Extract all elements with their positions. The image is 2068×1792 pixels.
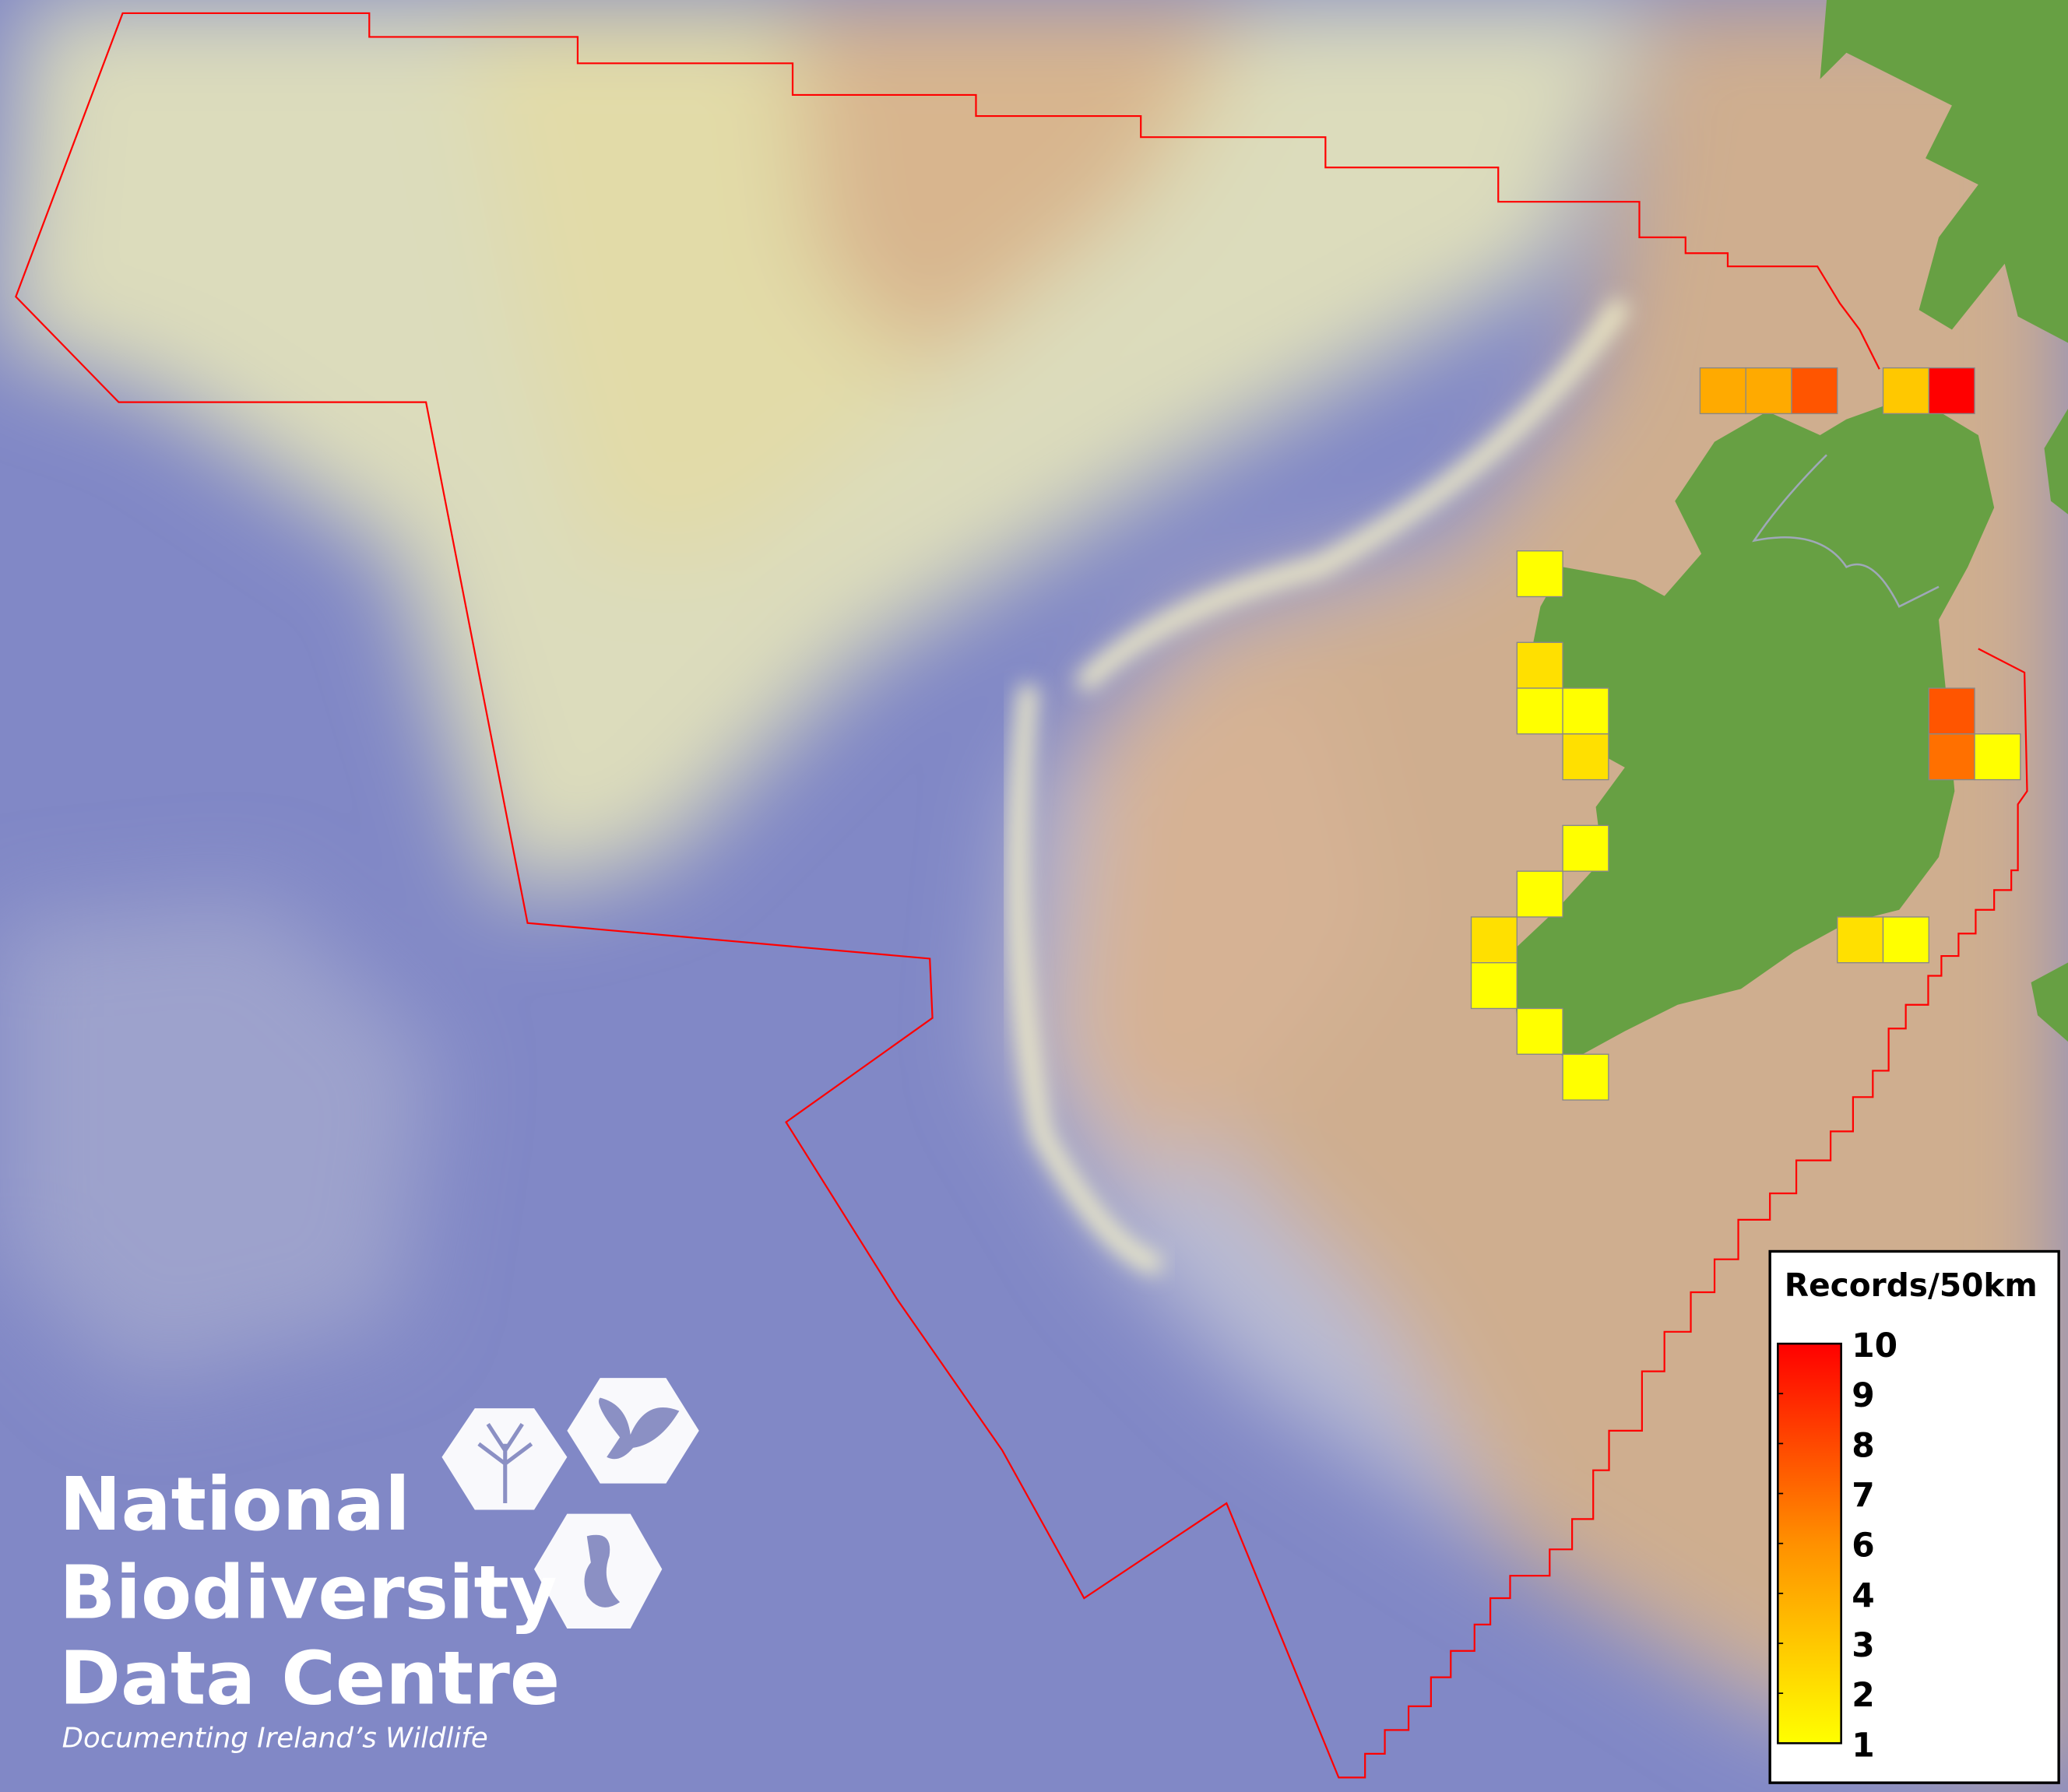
legend-tick-label: 8 — [1852, 1426, 1874, 1464]
tree-icon — [477, 1423, 533, 1504]
grid-cell — [1882, 916, 1929, 964]
grid-cell — [1882, 367, 1929, 415]
butterfly-icon — [599, 1397, 680, 1460]
grid-cell — [1562, 687, 1609, 735]
eez-boundary-line — [15, 12, 2028, 1779]
legend: Records/50km 10 9 8 7 6 4 3 2 1 — [1768, 1249, 2060, 1784]
logo-line-2: Biodiversity — [59, 1550, 557, 1636]
grid-cell — [1516, 641, 1563, 689]
land — [1511, 0, 2068, 1062]
grid-cell — [1470, 962, 1518, 1010]
legend-tick-label: 1 — [1852, 1726, 1874, 1764]
grid-cell — [1470, 916, 1518, 964]
grid-cell — [1562, 1053, 1609, 1101]
grid-cell — [1516, 687, 1563, 735]
grid-cells-layer — [1470, 367, 2021, 1101]
grid-cell — [1699, 367, 1746, 415]
grid-cell — [1928, 687, 1975, 735]
grid-cell — [1837, 916, 1884, 964]
seahorse-icon — [584, 1534, 621, 1608]
legend-tick-label: 9 — [1852, 1376, 1874, 1414]
legend-tick-label: 6 — [1852, 1527, 1874, 1565]
grid-cell — [1516, 870, 1563, 918]
grid-cell — [1562, 733, 1609, 781]
grid-cell — [1516, 1007, 1563, 1055]
ndbc-logo: National Biodiversity Data Centre Docume… — [59, 1378, 699, 1754]
grid-cell — [1516, 550, 1563, 598]
legend-tick-label: 7 — [1852, 1476, 1874, 1514]
legend-tick-label: 2 — [1852, 1676, 1874, 1714]
legend-color-ramp — [1777, 1342, 1842, 1745]
logo-tagline: Documenting Ireland’s Wildlife — [62, 1722, 488, 1754]
logo-line-1: National — [59, 1462, 410, 1548]
ireland-landmass — [1511, 395, 1995, 1062]
legend-tick-label: 4 — [1852, 1576, 1874, 1615]
scotland-landmass — [1820, 0, 2068, 343]
grid-cell — [1562, 824, 1609, 872]
legend-title: Records/50km — [1785, 1267, 2038, 1304]
grid-cell — [1928, 367, 1975, 415]
england-landmass — [2044, 409, 2068, 515]
grid-cell — [1974, 733, 2021, 781]
border-line — [1752, 454, 1940, 608]
grid-cell — [1745, 367, 1792, 415]
grid-cell — [1791, 367, 1838, 415]
wales-landmass — [2031, 962, 2068, 1042]
logo-line-3: Data Centre — [59, 1636, 560, 1722]
grid-cell — [1928, 733, 1975, 781]
legend-tick-label: 10 — [1852, 1326, 1897, 1365]
legend-tick-label: 3 — [1852, 1626, 1874, 1664]
